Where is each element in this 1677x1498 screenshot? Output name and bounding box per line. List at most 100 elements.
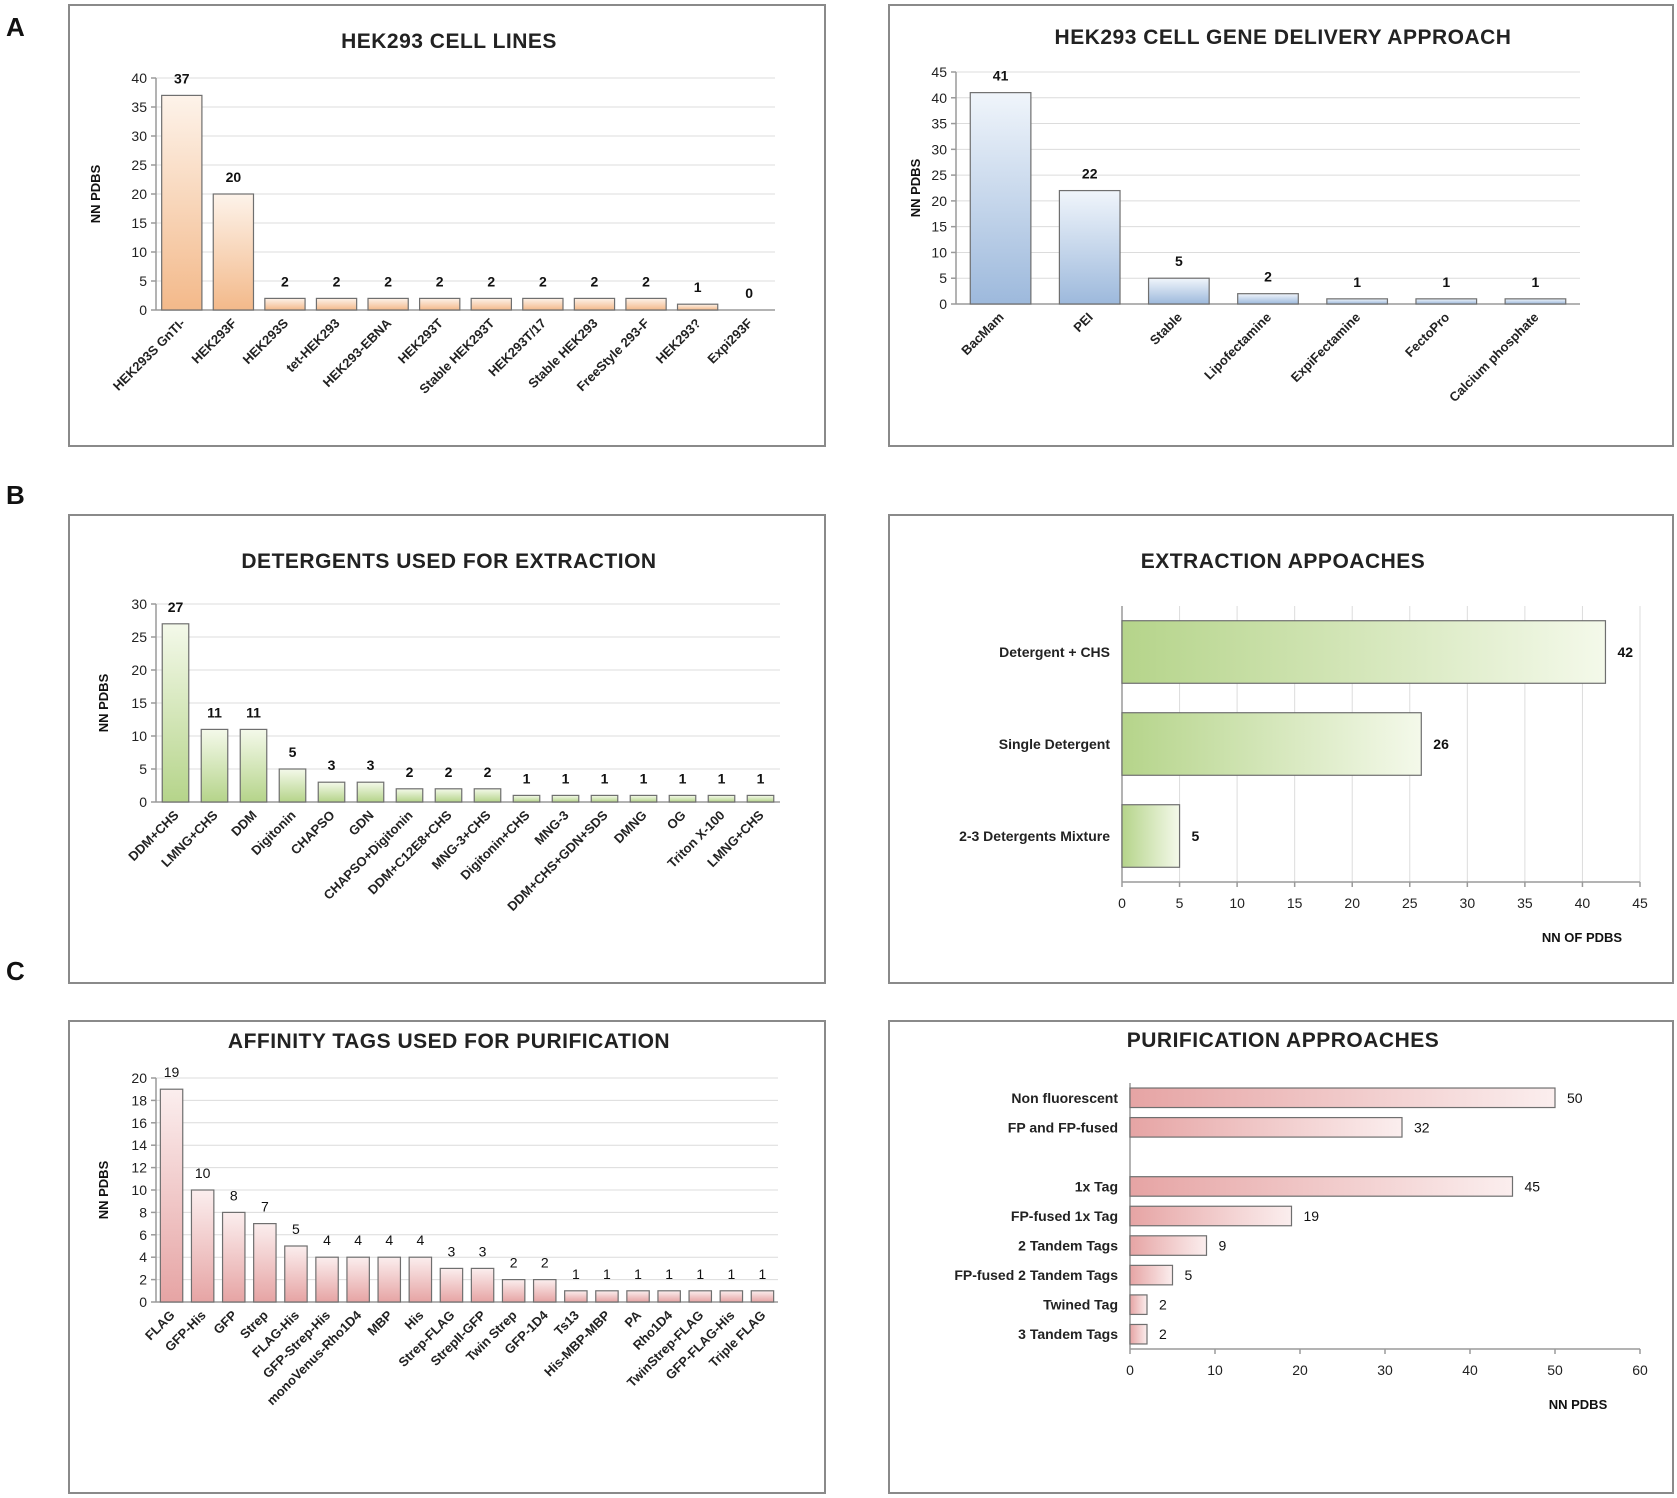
bar [200,728,229,803]
category-label: 3 Tandem Tags [1018,1326,1118,1342]
category-label: DDM [228,808,260,840]
x-tick-label: 25 [1402,895,1418,911]
bar [1129,1294,1148,1316]
bar [668,794,697,803]
category-label: MBP [364,1307,395,1338]
x-tick-label: 50 [1547,1362,1563,1378]
bar [1129,1087,1556,1109]
data-label: 2 [1264,269,1272,285]
x-tick-label: 30 [1460,895,1476,911]
data-label: 19 [1304,1208,1320,1224]
x-tick-label: 20 [1292,1362,1308,1378]
data-label: 5 [1185,1267,1193,1283]
bar [590,794,619,803]
data-label: 1 [562,770,570,786]
panel-gene-delivery: HEK293 CELL GENE DELIVERY APPROACH 0 5 10 15… [888,4,1674,447]
y-tick-label: 40 [131,70,147,86]
y-tick-label: 20 [131,1070,147,1086]
data-label: 2 [281,273,289,289]
bar [1129,1116,1403,1138]
bar [470,297,513,311]
data-label: 2 [406,764,414,780]
y-tick-label: 14 [131,1137,147,1153]
data-label: 2 [642,273,650,289]
bar [719,1290,744,1303]
bar [1058,189,1121,305]
y-tick-label: 5 [939,270,947,286]
y-tick-label: 15 [131,215,147,231]
y-tick-label: 20 [931,193,947,209]
bar [595,1290,619,1303]
category-label: Twined Tag [1043,1297,1118,1313]
y-tick-label: 10 [931,244,947,260]
y-tick-label: 15 [931,219,947,235]
bar [221,1211,246,1303]
data-label: 2 [591,273,599,289]
panel-letter-b: B [6,480,25,510]
bar [161,623,190,803]
bar [1504,298,1567,305]
data-label: 1 [757,770,765,786]
category-label: HEK293S [240,315,292,367]
y-tick-label: 8 [139,1204,147,1220]
chart-title: DETERGENTS USED FOR EXTRACTION [241,550,656,573]
y-tick-label: 20 [131,662,147,678]
data-label: 5 [1192,828,1200,844]
bar [512,794,541,803]
y-tick-label: 30 [931,141,947,157]
data-label: 2 [1159,1326,1167,1342]
data-label: 1 [694,279,702,295]
category-label: DMNG [611,808,650,847]
x-tick-label: 35 [1517,895,1533,911]
x-tick-label: 20 [1344,895,1360,911]
y-tick-label: 40 [931,90,947,106]
y-tick-label: 5 [139,273,147,289]
y-tick-label: 18 [131,1092,147,1108]
y-tick-label: 0 [139,1294,147,1310]
data-label: 2 [384,273,392,289]
category-label: PA [621,1307,644,1330]
y-tick-label: 5 [139,761,147,777]
data-label: 4 [323,1232,331,1248]
y-axis-label: NN PDBS [88,164,103,223]
bar [356,781,385,803]
y-tick-label: 15 [131,695,147,711]
y-tick-label: 30 [131,596,147,612]
y-tick-label: 10 [131,728,147,744]
data-label: 2 [539,273,547,289]
data-label: 32 [1414,1119,1430,1135]
y-tick-label: 0 [139,302,147,318]
bar [1121,620,1607,684]
y-tick-label: 6 [139,1227,147,1243]
category-label: Stable [1147,310,1185,348]
category-label: FectoPro [1402,309,1452,359]
data-label: 3 [479,1243,487,1259]
category-label: Lipofectamine [1201,310,1274,383]
y-tick-label: 0 [139,794,147,810]
bar [573,297,616,311]
chart-title: AFFINITY TAGS USED FOR PURIFICATION [228,1030,670,1053]
category-label: BacMam [958,310,1006,358]
data-label: 1 [1353,274,1361,290]
category-label: Single Detergent [999,736,1111,752]
category-label: GDN [346,808,377,839]
category-label: PEI [1070,310,1095,335]
bar [1129,1235,1208,1256]
data-label: 11 [246,704,261,720]
bar [746,794,775,803]
chart-gene-delivery: HEK293 CELL GENE DELIVERY APPROACH051015… [908,26,1580,405]
bar [473,788,502,803]
y-tick-label: 10 [131,244,147,260]
y-tick-label: 25 [931,167,947,183]
data-label: 9 [1219,1238,1227,1254]
category-label: 2 Tandem Tags [1018,1238,1118,1254]
y-tick-label: 10 [131,1182,147,1198]
y-tick-label: 16 [131,1115,147,1131]
data-label: 2 [1159,1297,1167,1313]
y-tick-label: 20 [131,186,147,202]
data-label: 42 [1617,644,1633,660]
bar [317,781,346,803]
category-label: HEK293? [653,315,704,366]
y-axis-label: NN PDBS [908,158,923,217]
